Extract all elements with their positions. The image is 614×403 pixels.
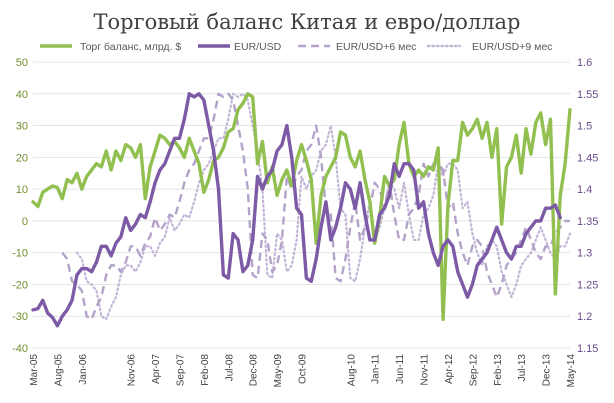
y-right-tick-label: 1.4 — [577, 184, 592, 196]
y-right-tick-label: 1.6 — [577, 57, 592, 69]
x-tick-label: Apr-12 — [444, 354, 455, 384]
y-right-tick-label: 1.35 — [577, 216, 598, 228]
y-right-tick-label: 1.25 — [577, 279, 598, 291]
y-left-tick-label: -40 — [12, 343, 28, 355]
legend-label-eurusd: EUR/USD — [234, 41, 282, 53]
series-group — [31, 92, 572, 328]
y-left-tick-label: -20 — [12, 279, 28, 291]
legend-label-eurusd6: EUR/USD+6 мес — [336, 41, 416, 53]
x-tick-label: Aug-10 — [346, 354, 357, 387]
x-tick-label: Feb-13 — [493, 354, 504, 386]
y-axis-right: 1.6 1.55 1.5 1.45 1.4 1.35 1.3 1.25 1.2 1.15 — [577, 57, 598, 355]
legend: Торг баланс, млрд. $ EUR/USD EUR/USD+6 мес… — [40, 41, 552, 53]
x-tick-label: Sep-12 — [468, 354, 479, 387]
x-tick-label: May-09 — [273, 354, 284, 388]
y-left-tick-label: 10 — [16, 184, 28, 196]
series-eurusd-plus6-line — [61, 92, 570, 321]
x-tick-label: Sep-07 — [175, 354, 186, 387]
y-right-tick-label: 1.45 — [577, 152, 598, 164]
x-tick-label: Jan-06 — [78, 354, 89, 385]
y-right-tick-label: 1.55 — [577, 89, 598, 101]
x-tick-label: Nov-06 — [127, 354, 138, 387]
y-left-tick-label: -30 — [12, 311, 28, 323]
y-right-tick-label: 1.5 — [577, 121, 592, 133]
x-tick-label: Apr-07 — [151, 354, 162, 384]
x-tick-label: Jul-13 — [517, 354, 528, 382]
x-tick-label: Feb-08 — [200, 354, 211, 386]
series-trade-balance-line — [31, 92, 572, 322]
x-tick-label: May-14 — [566, 354, 577, 388]
y-left-tick-label: -10 — [12, 248, 28, 260]
x-tick-label: Dec-13 — [542, 354, 553, 387]
x-tick-label: Jul-08 — [224, 354, 235, 382]
x-tick-label: Dec-08 — [249, 354, 260, 387]
y-left-tick-label: 40 — [16, 89, 28, 101]
y-right-tick-label: 1.2 — [577, 311, 592, 323]
y-left-tick-label: 50 — [16, 57, 28, 69]
y-axis-left: 50 40 30 20 10 0 -10 -20 -30 -40 — [12, 57, 28, 355]
x-tick-label: Aug-05 — [53, 354, 64, 387]
x-tick-label: Oct-09 — [298, 354, 309, 384]
x-tick-label: Jun-11 — [395, 354, 406, 384]
y-right-tick-label: 1.3 — [577, 248, 592, 260]
gridlines — [33, 61, 570, 349]
chart-title: Торговый баланс Китая и евро/доллар — [93, 10, 520, 34]
y-left-tick-label: 20 — [16, 152, 28, 164]
series-eurusd-line — [31, 92, 562, 328]
x-axis: Mar-05 Aug-05 Jan-06 Nov-06 Apr-07 Sep-07 Feb-… — [29, 354, 577, 388]
y-right-tick-label: 1.15 — [577, 343, 598, 355]
series-eurusd-plus9-line — [75, 92, 572, 321]
y-left-tick-label: 0 — [22, 216, 28, 228]
legend-label-trade: Торг баланс, млрд. $ — [80, 41, 181, 53]
x-tick-label: Nov-11 — [420, 354, 431, 386]
legend-label-eurusd9: EUR/USD+9 мес — [472, 41, 552, 53]
x-tick-label: Jan-11 — [371, 354, 382, 384]
x-tick-label: Mar-05 — [29, 354, 40, 386]
y-left-tick-label: 30 — [16, 121, 28, 133]
